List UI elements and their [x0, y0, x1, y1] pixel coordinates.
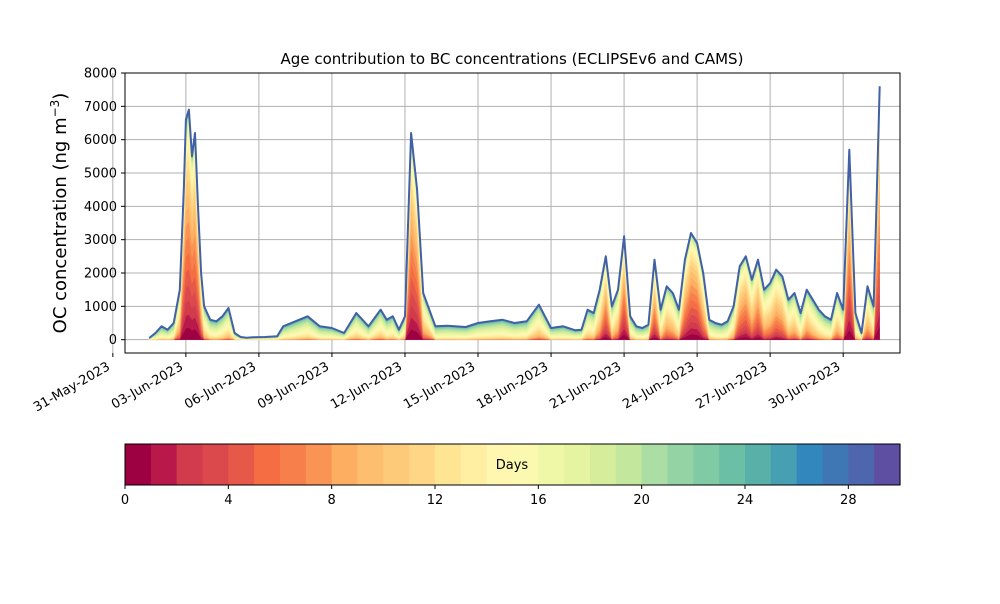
colorbar-frame	[124, 443, 901, 486]
x-axis: 31-May-202303-Jun-202306-Jun-202309-Jun-…	[31, 353, 844, 415]
colorbar-tick-label: 8	[328, 493, 336, 508]
x-tick-label: 18-Jun-2023	[474, 359, 551, 412]
colorbar-swatch	[150, 444, 178, 485]
y-tick-label: 5000	[84, 167, 117, 182]
colorbar-swatch	[667, 444, 694, 485]
colorbar-swatch	[745, 444, 772, 485]
x-tick-label: 06-Jun-2023	[182, 359, 259, 412]
colorbar-swatch	[719, 444, 746, 485]
colorbar-swatch	[357, 444, 384, 485]
colorbar-swatch	[176, 444, 204, 485]
colorbar-tick-label: 0	[121, 493, 129, 508]
colorbar-swatch	[693, 444, 720, 485]
chart-title: Age contribution to BC concentrations (E…	[281, 50, 744, 68]
total-concentration-line	[148, 86, 881, 339]
colorbar-swatch	[590, 444, 617, 485]
plot-frame	[124, 72, 901, 354]
y-axis-label: OC concentration (ng m−3)	[48, 93, 71, 334]
colorbar-swatch	[409, 444, 436, 485]
colorbar-tick-label: 24	[737, 493, 754, 508]
colorbar-swatch	[848, 444, 875, 485]
y-tick-label: 8000	[84, 67, 117, 82]
stacked-area-plot	[148, 86, 881, 340]
y-tick-label: 7000	[84, 100, 117, 115]
colorbar-swatch	[641, 444, 669, 485]
x-tick-label: 27-Jun-2023	[693, 359, 770, 412]
colorbar-swatch	[254, 444, 281, 485]
colorbar-swatch	[486, 444, 514, 485]
x-tick-label: 03-Jun-2023	[109, 359, 186, 412]
colorbar-label: Days	[496, 458, 529, 473]
y-axis-label-close: )	[50, 93, 71, 100]
colorbar-swatch	[615, 444, 643, 485]
x-tick-label: 31-May-2023	[31, 359, 113, 415]
y-tick-label: 6000	[84, 133, 117, 148]
y-axis-label-text: OC concentration (ng m	[50, 117, 71, 333]
colorbar-swatch	[280, 444, 307, 485]
y-tick-label: 0	[109, 333, 117, 348]
y-axis: 0 1000 2000 3000 4000 5000 6000 7000 8000	[84, 67, 125, 348]
colorbar-swatch	[331, 444, 359, 485]
colorbar-swatch	[564, 444, 591, 485]
colorbar-swatch	[512, 444, 539, 485]
x-tick-label: 24-Jun-2023	[620, 359, 697, 412]
colorbar-swatch	[538, 444, 565, 485]
colorbar-swatch	[822, 444, 849, 485]
y-tick-label: 3000	[84, 233, 117, 248]
colorbar-swatch	[125, 444, 152, 485]
colorbar-swatch	[796, 444, 824, 485]
colorbar-swatch	[202, 444, 229, 485]
x-tick-label: 12-Jun-2023	[328, 359, 405, 412]
y-axis-label-exponent: −3	[48, 100, 62, 118]
colorbar-tick-label: 20	[633, 493, 650, 508]
x-tick-label: 21-Jun-2023	[547, 359, 624, 412]
x-tick-label: 15-Jun-2023	[401, 359, 478, 412]
colorbar-tick-label: 28	[840, 493, 857, 508]
y-tick-label: 1000	[84, 300, 117, 315]
y-tick-label: 4000	[84, 200, 117, 215]
colorbar-tick-label: 4	[224, 493, 232, 508]
colorbar-swatch	[770, 444, 798, 485]
colorbar-swatch	[874, 444, 901, 485]
colorbar-swatch	[228, 444, 255, 485]
y-tick-label: 2000	[84, 267, 117, 282]
colorbar-swatch	[305, 444, 333, 485]
x-tick-label: 30-Jun-2023	[766, 359, 843, 412]
colorbar-tick-label: 12	[427, 493, 444, 508]
colorbar-swatch	[435, 444, 462, 485]
colorbar-tick-label: 16	[530, 493, 547, 508]
x-tick-label: 09-Jun-2023	[255, 359, 332, 412]
colorbar-swatch	[383, 444, 410, 485]
colorbar-swatch	[460, 444, 488, 485]
colorbar: 0 4 8 12 16 20 24 28	[121, 443, 901, 508]
